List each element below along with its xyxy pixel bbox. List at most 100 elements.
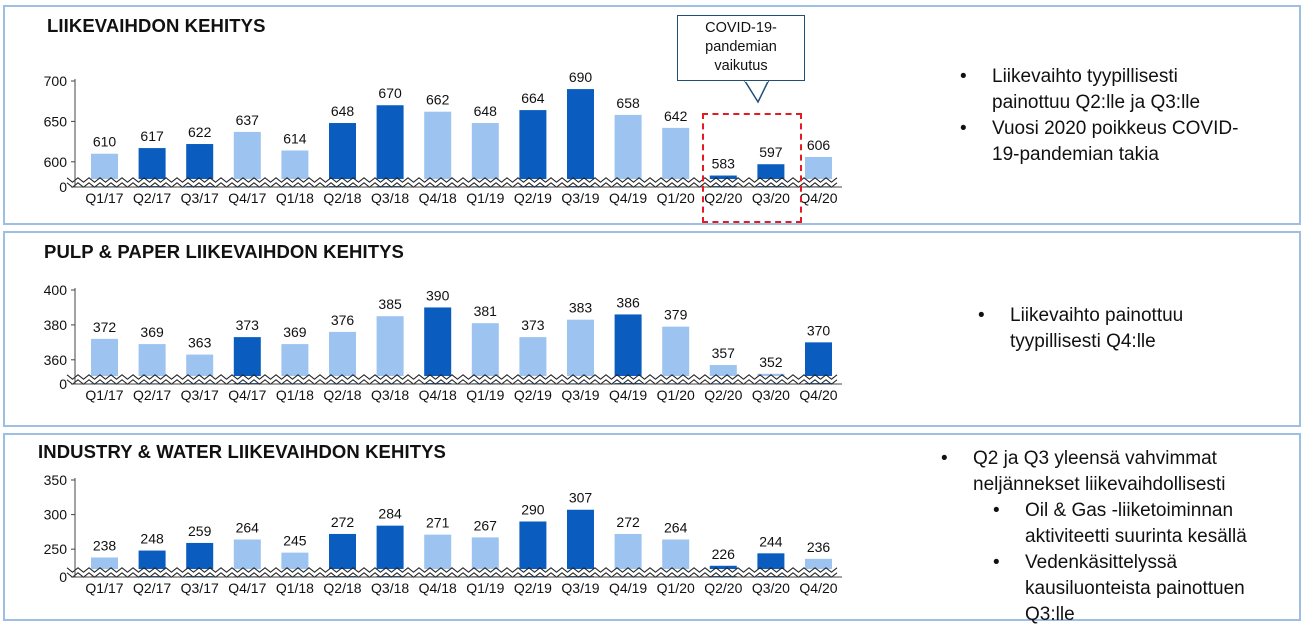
- x-tick-label: Q3/17: [181, 190, 219, 206]
- panel-title-pulp-paper: PULP & PAPER LIIKEVAIHDON KEHITYS: [44, 241, 404, 262]
- bar: [567, 89, 594, 187]
- x-tick-label: Q2/18: [323, 190, 361, 206]
- x-tick-label: Q1/19: [466, 387, 504, 403]
- data-label: 690: [569, 69, 593, 85]
- bar: [614, 114, 642, 187]
- x-tick-label: Q1/17: [85, 580, 123, 596]
- x-tick-label: Q2/20: [704, 387, 742, 403]
- covid-highlight-box: [702, 113, 802, 223]
- bar: [567, 509, 594, 577]
- data-label: 244: [759, 533, 783, 549]
- x-tick-label: Q2/19: [514, 190, 552, 206]
- x-tick-label: Q4/18: [419, 580, 457, 596]
- x-tick-label: Q3/19: [561, 387, 599, 403]
- x-tick-label: Q4/19: [609, 387, 647, 403]
- bar: [376, 525, 404, 577]
- y-tick-label: 350: [44, 472, 68, 488]
- data-label: 226: [712, 546, 736, 562]
- data-label: 642: [664, 108, 688, 124]
- x-tick-label: Q4/17: [228, 580, 266, 596]
- data-label: 610: [93, 134, 117, 150]
- bullet-item: Vuosi 2020 poikkeus COVID-19-pandemian t…: [954, 116, 1254, 168]
- bar: [376, 316, 404, 384]
- data-label: 617: [140, 128, 164, 144]
- data-label: 386: [616, 294, 640, 310]
- panel-title-industry-water: INDUSTRY & WATER LIIKEVAIHDON KEHITYS: [38, 441, 446, 462]
- data-label: 376: [331, 312, 355, 328]
- x-tick-label: Q3/20: [752, 387, 790, 403]
- data-label: 373: [236, 317, 260, 333]
- axis-break-band: [77, 179, 842, 186]
- x-tick-label: Q3/18: [371, 387, 409, 403]
- axis-break-band: [77, 569, 842, 576]
- x-tick-label: Q3/19: [561, 190, 599, 206]
- x-tick-label: Q3/19: [561, 580, 599, 596]
- x-tick-label: Q1/17: [85, 387, 123, 403]
- data-label: 381: [474, 303, 498, 319]
- y-tick-label: 0: [59, 376, 67, 392]
- x-tick-label: Q4/17: [228, 387, 266, 403]
- x-tick-label: Q2/19: [514, 387, 552, 403]
- x-tick-label: Q1/19: [466, 190, 504, 206]
- x-tick-label: Q1/20: [657, 190, 695, 206]
- axis-break-line: [66, 374, 838, 380]
- covid-callout-line: COVID-19-: [705, 20, 777, 36]
- bullets-industry-water: Q2 ja Q3 yleensä vahvimmat neljännekset …: [935, 446, 1297, 628]
- data-label: 259: [188, 523, 212, 539]
- y-tick-label: 700: [44, 73, 68, 89]
- data-label: 597: [759, 144, 783, 160]
- x-tick-label: Q2/18: [323, 387, 361, 403]
- bar: [424, 111, 452, 187]
- x-tick-label: Q3/18: [371, 190, 409, 206]
- y-tick-label: 380: [44, 317, 68, 333]
- x-tick-label: Q4/19: [609, 580, 647, 596]
- data-label: 383: [569, 300, 593, 316]
- x-tick-label: Q4/18: [419, 190, 457, 206]
- bullet-sub-item: Vedenkäsittelyssä kausiluonteista painot…: [935, 550, 1297, 628]
- data-label: 272: [331, 514, 355, 530]
- data-label: 606: [807, 137, 831, 153]
- data-label: 658: [616, 95, 640, 111]
- data-label: 664: [521, 90, 545, 106]
- axis-break-line: [66, 567, 838, 573]
- data-label: 236: [807, 539, 831, 555]
- data-label: 648: [474, 103, 498, 119]
- bullet-item: Q2 ja Q3 yleensä vahvimmat neljännekset …: [935, 446, 1297, 498]
- x-tick-label: Q1/19: [466, 580, 504, 596]
- x-tick-label: Q1/20: [657, 580, 695, 596]
- y-tick-label: 400: [44, 282, 68, 298]
- data-label: 290: [521, 502, 545, 518]
- data-label: 648: [331, 103, 355, 119]
- data-label: 614: [283, 130, 307, 146]
- y-tick-label: 650: [44, 113, 68, 129]
- data-label: 370: [807, 322, 831, 338]
- bar: [233, 131, 261, 187]
- bullet-item: Liikevaihto painottuu tyypillisesti Q4:l…: [972, 303, 1222, 355]
- x-tick-label: Q3/17: [181, 580, 219, 596]
- y-tick-label: 600: [44, 154, 68, 170]
- data-label: 307: [569, 490, 593, 506]
- y-tick-label: 360: [44, 352, 68, 368]
- x-tick-label: Q4/20: [799, 580, 837, 596]
- x-tick-label: Q4/19: [609, 190, 647, 206]
- data-label: 662: [426, 92, 450, 108]
- bullet-item: Liikevaihto tyypillisesti painottuu Q2:l…: [954, 64, 1254, 116]
- data-label: 583: [712, 156, 736, 172]
- axis-break-line: [66, 572, 838, 578]
- covid-callout-line: pandemian: [705, 39, 777, 55]
- y-tick-label: 250: [44, 541, 68, 557]
- data-label: 284: [378, 506, 402, 522]
- x-tick-label: Q4/20: [799, 190, 837, 206]
- x-tick-label: Q4/20: [799, 387, 837, 403]
- x-tick-label: Q3/20: [752, 580, 790, 596]
- bar: [519, 110, 547, 187]
- y-tick-label: 0: [59, 179, 67, 195]
- bar: [376, 105, 404, 187]
- data-label: 670: [378, 85, 402, 101]
- bar: [567, 319, 594, 384]
- bar: [329, 123, 356, 187]
- x-tick-label: Q2/20: [704, 190, 742, 206]
